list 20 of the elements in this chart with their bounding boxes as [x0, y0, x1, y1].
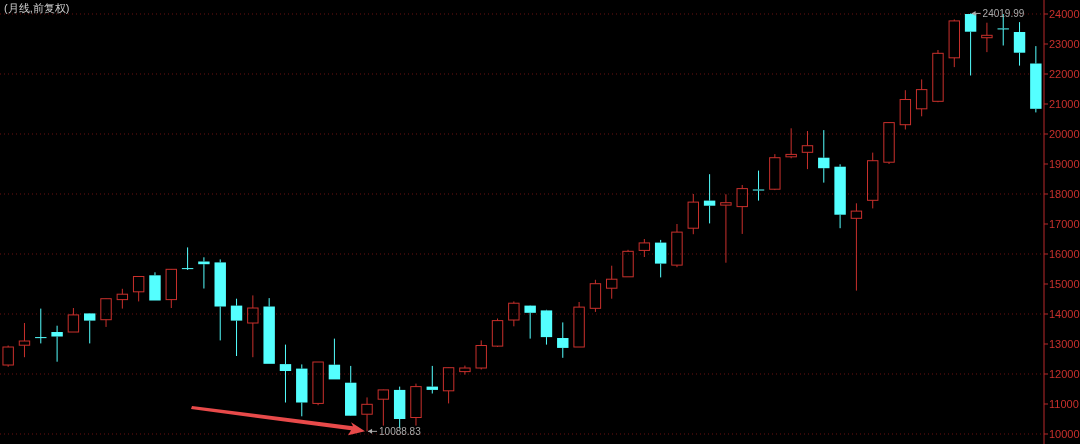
y-tick-label: 22000 — [1049, 68, 1080, 81]
y-tick-label: 12000 — [1049, 368, 1080, 381]
y-tick-label: 11000 — [1049, 398, 1079, 411]
y-tick-label: 17000 — [1049, 218, 1080, 231]
y-tick-label: 19000 — [1049, 158, 1080, 171]
y-tick-label: 16000 — [1049, 248, 1080, 261]
y-tick-label: 24000 — [1049, 8, 1080, 21]
y-tick-label: 20000 — [1049, 128, 1080, 141]
chart-title: (月线,前复权) — [4, 2, 70, 14]
y-tick-label: 15000 — [1049, 278, 1080, 291]
y-tick-label: 14000 — [1049, 308, 1080, 321]
annotation: 10088.83 — [379, 426, 422, 438]
y-tick-label: 23000 — [1049, 38, 1080, 51]
y-tick-label: 13000 — [1049, 338, 1080, 351]
y-tick-label: 21000 — [1049, 98, 1080, 111]
annotation: 10088.83 — [367, 426, 421, 438]
y-tick-label: 18000 — [1049, 188, 1080, 201]
annotation: 24019.99 — [971, 8, 1025, 20]
annotation: 24019.99 — [982, 8, 1025, 20]
y-tick-label: 10000 — [1049, 428, 1080, 441]
